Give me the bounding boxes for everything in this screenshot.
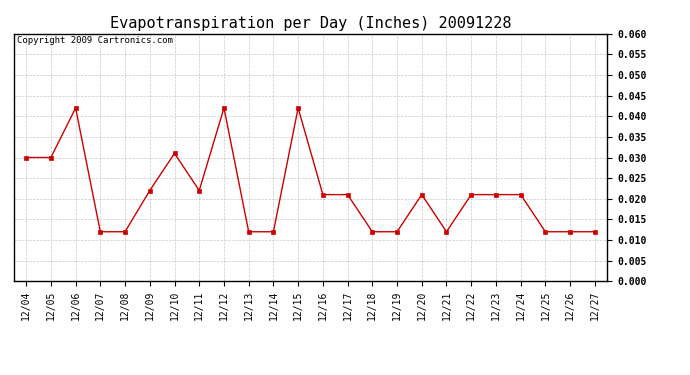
Text: Copyright 2009 Cartronics.com: Copyright 2009 Cartronics.com bbox=[17, 36, 172, 45]
Title: Evapotranspiration per Day (Inches) 20091228: Evapotranspiration per Day (Inches) 2009… bbox=[110, 16, 511, 31]
